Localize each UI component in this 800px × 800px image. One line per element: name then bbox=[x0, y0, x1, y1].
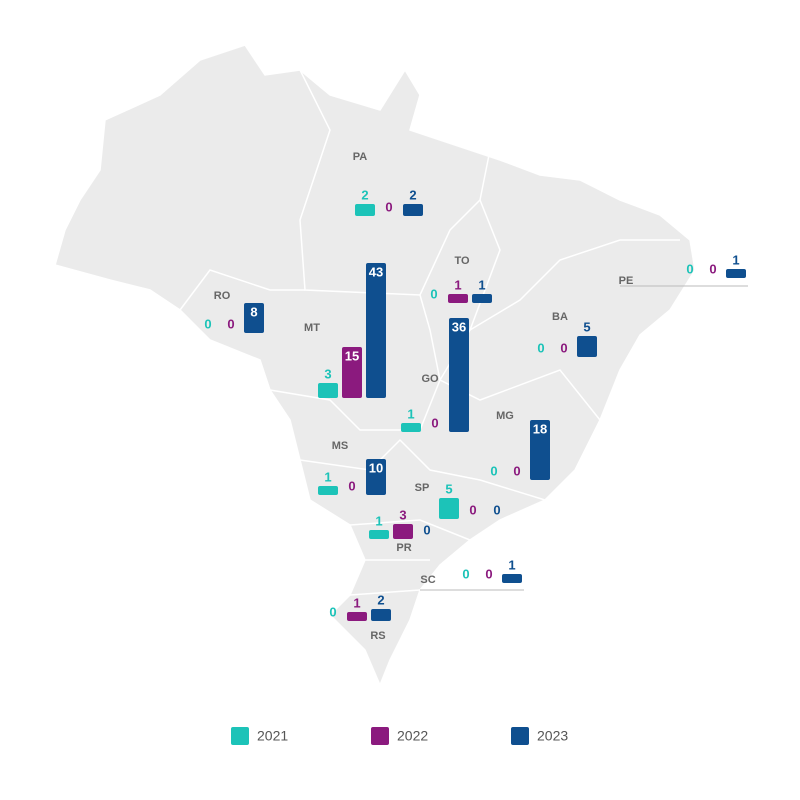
value-label: 1 bbox=[478, 277, 485, 292]
value-label: 1 bbox=[508, 557, 515, 572]
state-label: BA bbox=[552, 311, 568, 323]
bar bbox=[342, 347, 362, 398]
legend-label: 2022 bbox=[397, 728, 428, 744]
bar bbox=[244, 303, 264, 333]
bar bbox=[726, 269, 746, 278]
value-label: 1 bbox=[324, 469, 331, 484]
value-label: 2 bbox=[409, 187, 416, 202]
legend-swatch bbox=[371, 727, 389, 745]
value-label: 0 bbox=[485, 566, 492, 581]
bar bbox=[449, 318, 469, 432]
bar bbox=[355, 204, 375, 216]
bar bbox=[318, 383, 338, 398]
state-label: PR bbox=[396, 542, 411, 554]
state-label: MG bbox=[496, 410, 514, 422]
value-label: 0 bbox=[385, 199, 392, 214]
bar bbox=[318, 486, 338, 495]
bar bbox=[366, 263, 386, 398]
bar bbox=[577, 336, 597, 357]
value-label: 0 bbox=[537, 340, 544, 355]
value-label: 1 bbox=[353, 595, 360, 610]
value-label: 0 bbox=[329, 604, 336, 619]
state-label: TO bbox=[454, 255, 470, 267]
bar bbox=[371, 609, 391, 621]
bar bbox=[403, 204, 423, 216]
value-label: 0 bbox=[560, 340, 567, 355]
bar bbox=[472, 294, 492, 303]
state-label: SC bbox=[420, 574, 435, 586]
value-label: 0 bbox=[709, 261, 716, 276]
value-label: 0 bbox=[430, 286, 437, 301]
value-label: 0 bbox=[423, 522, 430, 537]
value-label: 0 bbox=[348, 478, 355, 493]
bar bbox=[439, 498, 459, 519]
bar bbox=[393, 524, 413, 539]
value-label: 0 bbox=[513, 463, 520, 478]
value-label: 2 bbox=[361, 187, 368, 202]
value-label: 0 bbox=[490, 463, 497, 478]
bar bbox=[401, 423, 421, 432]
value-label: 0 bbox=[204, 316, 211, 331]
value-label: 1 bbox=[732, 252, 739, 267]
bar bbox=[448, 294, 468, 303]
state-label: GO bbox=[421, 373, 439, 385]
value-label: 0 bbox=[462, 566, 469, 581]
value-label: 0 bbox=[493, 502, 500, 517]
value-label: 15 bbox=[345, 348, 359, 363]
value-label: 1 bbox=[375, 513, 382, 528]
bar bbox=[366, 459, 386, 495]
legend-swatch bbox=[231, 727, 249, 745]
state-label: RS bbox=[370, 630, 385, 642]
value-label: 2 bbox=[377, 592, 384, 607]
value-label: 0 bbox=[431, 415, 438, 430]
bar bbox=[502, 574, 522, 583]
value-label: 0 bbox=[469, 502, 476, 517]
legend-swatch bbox=[511, 727, 529, 745]
legend-label: 2023 bbox=[537, 728, 568, 744]
value-label: 0 bbox=[227, 316, 234, 331]
legend-label: 2021 bbox=[257, 728, 288, 744]
value-label: 10 bbox=[369, 460, 383, 475]
value-label: 1 bbox=[454, 277, 461, 292]
state-label: SP bbox=[415, 482, 430, 494]
value-label: 18 bbox=[533, 421, 547, 436]
value-label: 3 bbox=[324, 366, 331, 381]
value-label: 8 bbox=[250, 304, 257, 319]
state-label: RO bbox=[214, 290, 231, 302]
value-label: 43 bbox=[369, 264, 383, 279]
bar bbox=[369, 530, 389, 539]
state-label: MS bbox=[332, 440, 349, 452]
value-label: 1 bbox=[407, 406, 414, 421]
value-label: 36 bbox=[452, 319, 466, 334]
value-label: 0 bbox=[686, 261, 693, 276]
bar bbox=[530, 420, 550, 480]
state-label: PA bbox=[353, 151, 368, 163]
value-label: 3 bbox=[399, 507, 406, 522]
value-label: 5 bbox=[445, 481, 452, 496]
state-label: PE bbox=[619, 275, 634, 287]
bar bbox=[347, 612, 367, 621]
state-label: MT bbox=[304, 322, 320, 334]
value-label: 5 bbox=[583, 319, 590, 334]
